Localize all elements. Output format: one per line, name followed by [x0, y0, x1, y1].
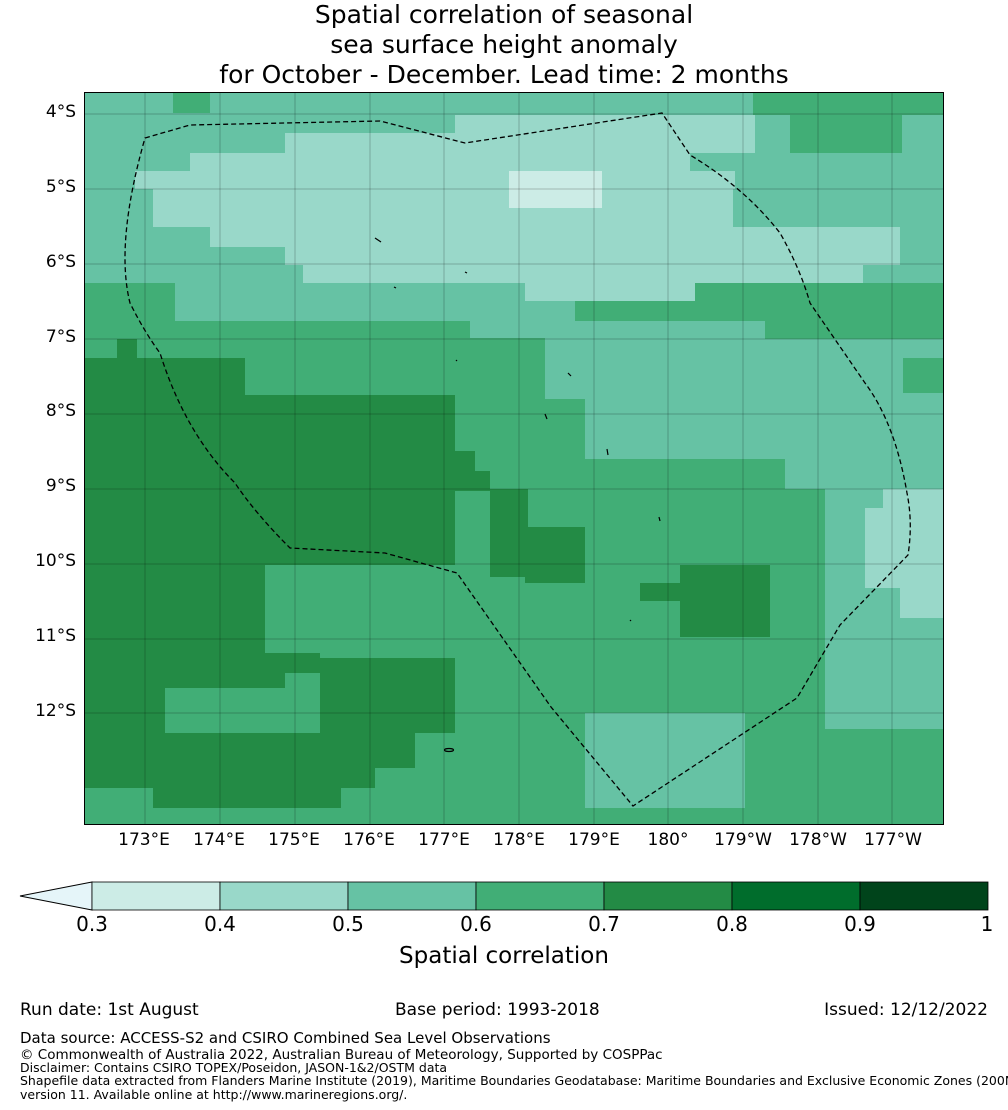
colorbar-segment [219, 881, 349, 911]
island [629, 619, 632, 622]
island [544, 413, 548, 420]
colorbar-under-arrow [19, 881, 93, 911]
field-0.3-0.4 [509, 171, 602, 208]
island [393, 286, 397, 289]
map-canvas [85, 93, 943, 824]
island [567, 372, 572, 377]
island [464, 271, 468, 274]
colorbar-tick: 0.6 [460, 912, 492, 936]
copyright: © Commonwealth of Australia 2022, Austra… [20, 1047, 663, 1063]
lat-label: 9°S [45, 476, 76, 496]
eez-boundary [124, 112, 911, 807]
colorbar-segments [91, 881, 989, 911]
graticule [85, 93, 943, 824]
colorbar-tick: 0.7 [588, 912, 620, 936]
title-line-1: Spatial correlation of seasonal [314, 0, 694, 29]
shapefile-credit-2: version 11. Available online at http://w… [20, 1087, 408, 1102]
lat-label: 5°S [45, 177, 76, 197]
lon-label: 177°W [864, 830, 922, 850]
colorbar-segment [731, 881, 861, 911]
colorbar-segment [347, 881, 477, 911]
shapefile-credit-1: Shapefile data extracted from Flanders M… [20, 1073, 1008, 1088]
islands [374, 237, 661, 753]
island [443, 747, 455, 753]
map-title: Spatial correlation of seasonal sea surf… [0, 0, 1008, 90]
title-line-3: for October - December. Lead time: 2 mon… [219, 60, 789, 89]
colorbar-tick: 1 [980, 912, 994, 936]
lon-label: 178°E [493, 830, 545, 850]
colorbar-tick: 0.8 [716, 912, 748, 936]
lat-label: 8°S [45, 401, 76, 421]
island [455, 359, 458, 362]
field-0.7-0.8 [85, 339, 770, 808]
island [658, 516, 661, 522]
lon-label: 176°E [343, 830, 395, 850]
colorbar-segment [859, 881, 989, 911]
base-period: Base period: 1993-2018 [395, 1000, 600, 1020]
lon-label: 179°W [714, 830, 772, 850]
colorbar-tick: 0.9 [844, 912, 876, 936]
lon-label: 179°E [568, 830, 620, 850]
lon-label: 173°E [118, 830, 170, 850]
disclaimer: Disclaimer: Contains CSIRO TOPEX/Poseido… [20, 1060, 448, 1075]
lon-label: 175°E [268, 830, 320, 850]
island [374, 237, 382, 243]
lat-label: 7°S [45, 327, 76, 347]
lon-label: 174°E [193, 830, 245, 850]
colorbar [19, 881, 989, 911]
issued-date: Issued: 12/12/2022 [824, 1000, 988, 1020]
island [606, 448, 609, 456]
run-date: Run date: 1st August [20, 1000, 199, 1020]
lat-label: 4°S [45, 102, 76, 122]
field-0.4-0.5 [135, 115, 943, 618]
lon-label: 177°E [418, 830, 470, 850]
lat-label: 12°S [35, 701, 76, 721]
lon-label: 178°W [789, 830, 847, 850]
data-source: Data source: ACCESS-S2 and CSIRO Combine… [20, 1029, 551, 1047]
colorbar-tick: 0.5 [332, 912, 364, 936]
lat-label: 10°S [35, 551, 76, 571]
lat-label: 6°S [45, 252, 76, 272]
colorbar-segment [603, 881, 733, 911]
colorbar-tick: 0.3 [76, 912, 108, 936]
lat-label: 11°S [35, 626, 76, 646]
colorbar-segment [91, 881, 221, 911]
correlation-map [84, 92, 944, 825]
lon-label: 180° [647, 830, 689, 850]
colorbar-tick: 0.4 [204, 912, 236, 936]
colorbar-segment [475, 881, 605, 911]
colorbar-label: Spatial correlation [399, 943, 609, 969]
title-line-2: sea surface height anomaly [330, 30, 678, 59]
